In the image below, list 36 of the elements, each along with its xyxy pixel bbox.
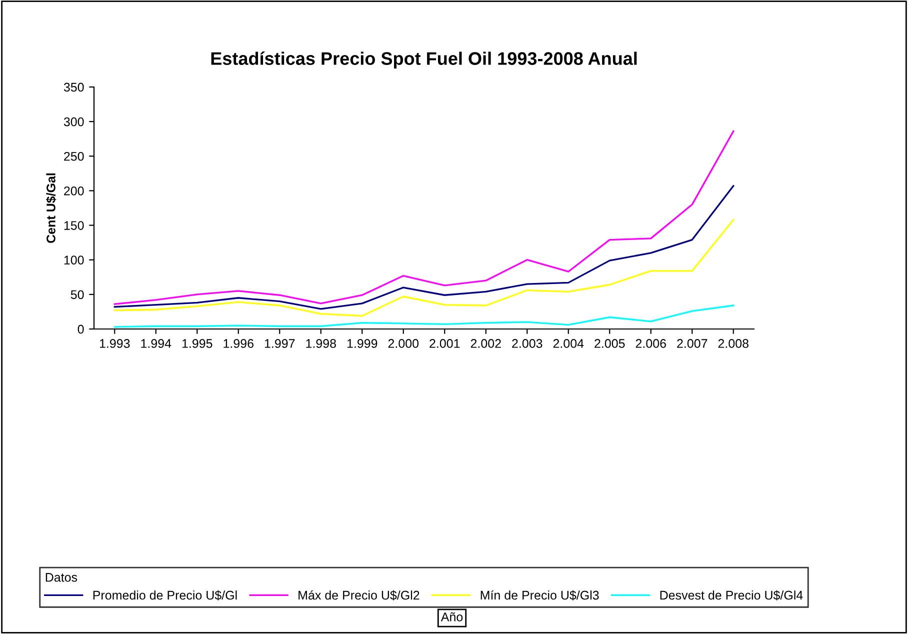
line-series [114,304,734,328]
y-axis-title: Cent U$/Gal [46,173,56,243]
y-tick-label: 100 [64,256,84,265]
x-tick-label: 1.997 [264,339,295,348]
line-series [114,130,734,305]
y-tick-label: 250 [64,152,84,161]
text: Año [440,612,463,622]
legend-title: Datos [46,573,78,582]
x-tick-label: 2.007 [677,339,708,348]
x-tick-label: 2.004 [553,339,584,348]
y-tick-label: 0 [78,324,84,334]
y-tick-label: 350 [64,82,84,92]
chart-title: Estadísticas Precio Spot Fuel Oil 1993-2008 Anual [211,52,637,69]
x-tick-label: 1.993 [100,339,130,348]
y-tick-label: 300 [64,117,84,126]
x-tick-label: 1.998 [306,339,336,348]
line-series [114,185,734,310]
y-tick-label: 200 [64,186,84,196]
y-tick-label: 150 [64,221,84,230]
x-tick-label: 1.994 [141,339,172,348]
x-tick-label: 1.999 [347,339,378,348]
x-tick-label: 2.001 [430,339,460,348]
legend-label: Mín de Precio U$/Gl3 [480,590,599,600]
x-tick-label: 2.008 [718,339,748,348]
x-tick-label: 2.002 [470,339,501,348]
x-tick-label: 2.005 [594,339,625,348]
y-tick-label: 50 [70,290,84,300]
legend-label: Desvest de Precio U$/Gl4 [660,590,803,600]
x-tick-label: 2.006 [636,339,666,348]
line-series [114,218,734,317]
x-tick-label: 2.000 [388,339,419,348]
x-tick-label: 1.996 [224,339,254,348]
x-tick-label: 1.995 [182,339,212,348]
legend-label: Máx de Precio U$/Gl2 [298,590,420,600]
legend-label: Promedio de Precio U$/Gl [93,590,237,600]
x-tick-label: 2.003 [512,339,542,348]
